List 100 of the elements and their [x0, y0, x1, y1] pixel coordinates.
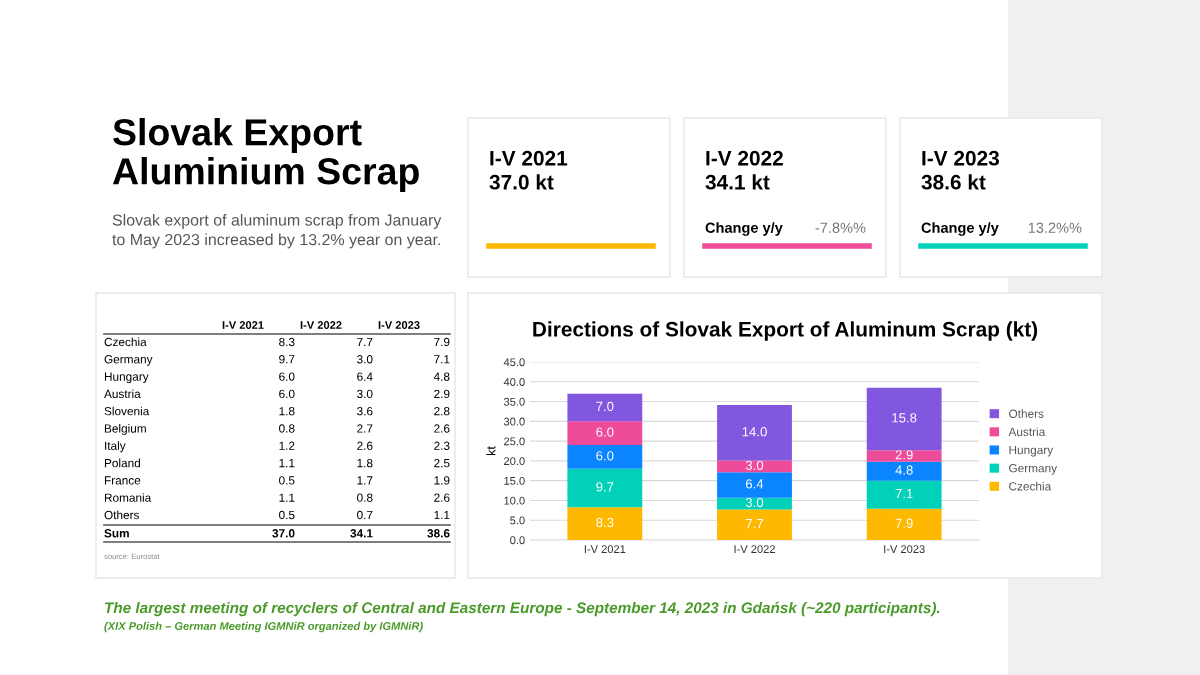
x-tick-label: I-V 2021 — [584, 545, 626, 554]
text: 1.8 — [279, 407, 295, 416]
data-label: 3.0 — [745, 497, 764, 508]
text: 0.5 — [279, 510, 295, 520]
x-tick-label: I-V 2023 — [884, 545, 925, 554]
y-tick-label: 20.0 — [504, 457, 525, 466]
text: 2.6 — [434, 493, 450, 502]
bar — [866, 450, 942, 462]
data-label: 9.7 — [596, 482, 614, 492]
bar — [866, 387, 942, 451]
bar — [866, 480, 942, 509]
category-label: Romania — [104, 493, 152, 502]
bar — [567, 421, 643, 446]
text: 1.1 — [279, 459, 295, 468]
text: 3.6 — [357, 407, 373, 416]
text: Change y/y — [705, 222, 783, 236]
data-label: 7.7 — [746, 519, 764, 529]
text: 8.3 — [279, 337, 295, 347]
category-label: Austria — [104, 389, 141, 399]
text: 2.6 — [434, 424, 450, 433]
y-tick-label: 0.0 — [510, 536, 525, 545]
bar — [567, 468, 643, 508]
text: 37.0 kt — [489, 174, 554, 190]
category-label: I-V 2021 — [490, 150, 568, 166]
category-label: France — [104, 476, 141, 485]
text: Slovak export of aluminum scrap from January to May 2023 increased by 13.2% year on year. — [112, 214, 442, 249]
category-label: Slovenia — [104, 406, 150, 416]
category-label: Sum — [104, 529, 129, 538]
text: 13.2%% — [1028, 222, 1082, 233]
category-label: I-V 2022 — [300, 321, 342, 329]
data-label: 8.3 — [596, 517, 614, 528]
text: 9.7 — [279, 355, 295, 364]
y-tick-label: 10.0 — [504, 496, 525, 505]
y-tick-label: 15.0 — [504, 476, 525, 485]
text: 38.6 kt — [921, 174, 986, 190]
text: 0.7 — [357, 510, 373, 520]
text: 2.7 — [357, 424, 373, 433]
text: 4.8 — [433, 372, 450, 381]
text: Slovak Export Aluminium Scrap — [112, 118, 419, 192]
category-label: Poland — [104, 458, 140, 468]
bar — [567, 445, 643, 469]
category-label: Czechia — [104, 337, 147, 347]
text: 2.5 — [434, 458, 450, 468]
text: 34.1 — [350, 529, 373, 538]
text: (XIX Polish – German Meeting IGMNiR organized by IGMNiR) — [104, 621, 423, 633]
data-label: 3.0 — [745, 460, 764, 470]
text: 0.8 — [279, 424, 295, 433]
text: 6.4 — [357, 372, 373, 381]
text: 7.7 — [357, 337, 373, 347]
bar — [717, 405, 792, 461]
text: 1.9 — [434, 476, 450, 485]
legend-label: Hungary — [1009, 445, 1054, 457]
text: 7.1 — [434, 355, 450, 364]
y-tick-label: 30.0 — [503, 417, 525, 426]
text: 1.2 — [279, 441, 295, 450]
text: 0.8 — [357, 493, 373, 502]
y-tick-label: 25.0 — [504, 437, 525, 446]
text: 6.0 — [279, 372, 295, 381]
bar — [567, 393, 643, 422]
data-label: 15.8 — [892, 413, 917, 423]
text: 1.1 — [279, 493, 295, 502]
bar — [866, 461, 942, 481]
category-label: Hungary — [104, 372, 149, 384]
category-label: I-V 2022 — [706, 150, 783, 166]
text: The largest meeting of recyclers of Central and Eastern Europe - September 14, 2023 in Gdańsk (~220 participants). — [105, 601, 940, 617]
text: 37.0 — [272, 529, 295, 538]
legend-label: Czechia — [1009, 481, 1052, 491]
text: Change y/y — [921, 222, 999, 236]
text: 2.6 — [357, 441, 373, 450]
category-label: I-V 2021 — [222, 321, 264, 329]
bar — [866, 508, 942, 540]
data-label: 6.4 — [746, 479, 764, 489]
category-label: Germany — [104, 355, 153, 366]
data-label: 4.8 — [895, 465, 913, 475]
y-tick-label: 40.0 — [503, 378, 525, 386]
text: 3.0 — [357, 389, 373, 399]
text: 1.8 — [357, 458, 373, 468]
text: -7.8%% — [815, 222, 866, 233]
text: 0.5 — [279, 476, 295, 485]
category-label: Italy — [105, 441, 126, 453]
data-label: 6.0 — [596, 427, 614, 437]
data-label: 2.9 — [895, 450, 913, 460]
text: 2.3 — [434, 441, 450, 450]
data-label: 7.1 — [895, 489, 913, 499]
data-label: 7.0 — [596, 401, 614, 412]
x-tick-label: I-V 2022 — [734, 545, 775, 554]
text: 1.1 — [434, 510, 450, 520]
text: 2.8 — [434, 407, 450, 416]
text: 3.0 — [357, 355, 373, 364]
y-tick-label: 35.0 — [503, 397, 525, 406]
text: 34.1 kt — [705, 174, 770, 190]
chart-title: Directions of Slovak Export of Aluminum Scrap (kt) — [533, 321, 1038, 341]
text: 1.7 — [357, 476, 373, 485]
category-label: I-V 2023 — [922, 150, 999, 166]
y-axis-title: kt — [486, 446, 496, 456]
category-label: I-V 2023 — [378, 321, 420, 329]
text: 6.0 — [279, 389, 295, 399]
y-tick-label: 45.0 — [503, 358, 525, 367]
bar — [567, 507, 643, 540]
category-label: Belgium — [104, 424, 146, 435]
